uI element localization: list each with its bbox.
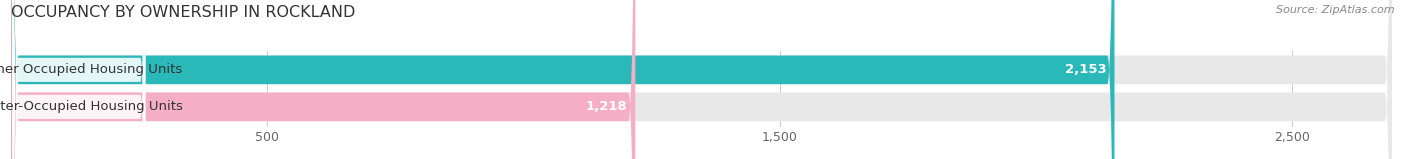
FancyBboxPatch shape xyxy=(11,0,636,159)
FancyBboxPatch shape xyxy=(11,0,1115,159)
FancyBboxPatch shape xyxy=(13,0,145,159)
Text: Owner Occupied Housing Units: Owner Occupied Housing Units xyxy=(0,63,183,76)
Text: 1,218: 1,218 xyxy=(586,100,627,113)
FancyBboxPatch shape xyxy=(11,0,1392,159)
FancyBboxPatch shape xyxy=(11,0,1392,159)
FancyBboxPatch shape xyxy=(13,0,145,159)
Text: Renter-Occupied Housing Units: Renter-Occupied Housing Units xyxy=(0,100,183,113)
Text: 2,153: 2,153 xyxy=(1064,63,1107,76)
Text: OCCUPANCY BY OWNERSHIP IN ROCKLAND: OCCUPANCY BY OWNERSHIP IN ROCKLAND xyxy=(11,5,356,20)
Text: Source: ZipAtlas.com: Source: ZipAtlas.com xyxy=(1277,5,1395,15)
